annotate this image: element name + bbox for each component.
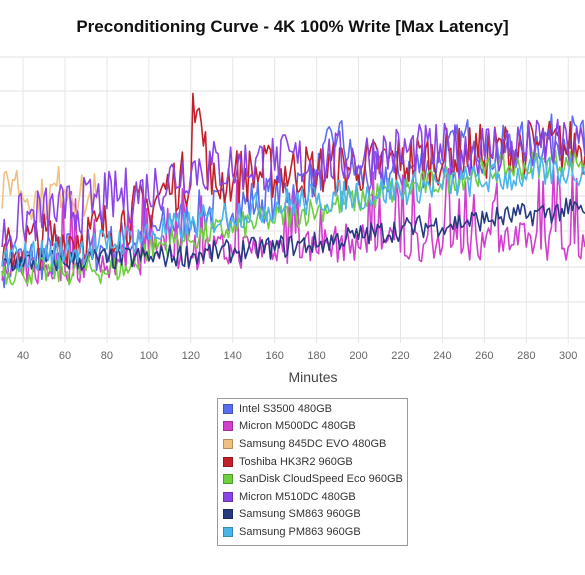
x-tick-label: 140 [224,350,242,362]
legend-swatch [223,509,233,520]
x-tick-label: 80 [101,350,113,362]
legend-swatch [223,526,233,537]
x-tick-label: 280 [517,350,535,362]
series-line [1,149,585,286]
x-axis-label: Minutes [288,369,338,385]
legend-item: Samsung PM863 960GB [223,523,407,541]
legend-item: Intel S3500 480GB [223,400,407,418]
x-tick-label: 160 [265,350,283,362]
legend-item: Micron M510DC 480GB [223,488,407,506]
x-tick-label: 240 [433,350,451,362]
legend-label: Micron M500DC 480GB [239,420,356,433]
legend-item: Samsung 845DC EVO 480GB [223,435,407,453]
legend-label: Samsung PM863 960GB [239,525,361,538]
legend-swatch [223,456,233,467]
x-tick-label: 100 [140,350,158,362]
legend: Intel S3500 480GB Micron M500DC 480GB Sams… [217,398,408,546]
x-tick-label: 120 [182,350,200,362]
x-tick-label: 300 [559,350,577,362]
series-line [1,118,585,249]
legend-item: SanDisk CloudSpeed Eco 960GB [223,470,407,488]
legend-swatch [223,474,233,485]
x-tick-label: 60 [59,350,71,362]
legend-label: Toshiba HK3R2 960GB [239,455,353,468]
legend-swatch [223,438,233,449]
legend-label: SanDisk CloudSpeed Eco 960GB [239,473,403,486]
x-tick-labels: 40 60 80 100 120 140 160 180 200 220 240 260 280 300 [17,350,577,362]
series-line [1,166,98,223]
series-line [1,166,585,287]
x-tick-label: 180 [307,350,325,362]
x-tick-label: 200 [349,350,367,362]
legend-swatch [223,491,233,502]
series-lines [1,92,585,289]
chart-title: Preconditioning Curve - 4K 100% Write [M… [76,17,509,36]
legend-item: Toshiba HK3R2 960GB [223,453,407,471]
legend-swatch [223,403,233,414]
legend-item: Micron M500DC 480GB [223,418,407,436]
series-line [1,197,585,272]
x-tick-label: 260 [475,350,493,362]
series-line [1,155,585,273]
x-tick-label: 220 [391,350,409,362]
legend-label: Intel S3500 480GB [239,402,332,415]
legend-item: Samsung SM863 960GB [223,506,407,524]
legend-label: Samsung SM863 960GB [239,508,361,521]
legend-label: Samsung 845DC EVO 480GB [239,437,387,450]
x-tick-label: 40 [17,350,29,362]
legend-label: Micron M510DC 480GB [239,490,356,503]
legend-swatch [223,421,233,432]
